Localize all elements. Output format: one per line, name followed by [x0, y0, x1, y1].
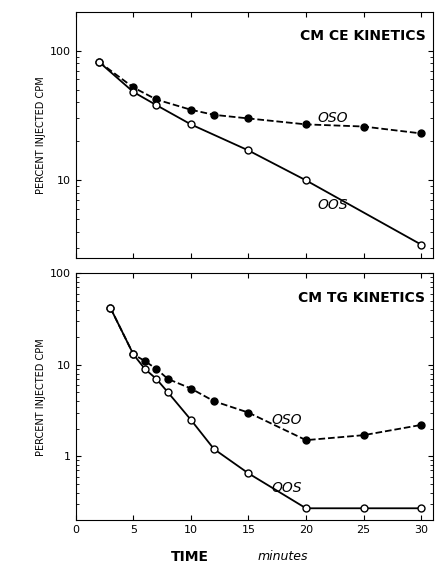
- Text: CM TG KINETICS: CM TG KINETICS: [298, 291, 425, 305]
- Text: OSO: OSO: [318, 112, 348, 125]
- Text: TIME: TIME: [171, 550, 209, 564]
- Text: OOS: OOS: [272, 481, 302, 495]
- Text: CM CE KINETICS: CM CE KINETICS: [300, 29, 425, 43]
- Text: minutes: minutes: [257, 550, 308, 563]
- Y-axis label: PERCENT INJECTED CPM: PERCENT INJECTED CPM: [36, 76, 46, 194]
- Text: OSO: OSO: [272, 413, 302, 427]
- Text: OOS: OOS: [318, 198, 348, 212]
- Y-axis label: PERCENT INJECTED CPM: PERCENT INJECTED CPM: [36, 338, 46, 455]
